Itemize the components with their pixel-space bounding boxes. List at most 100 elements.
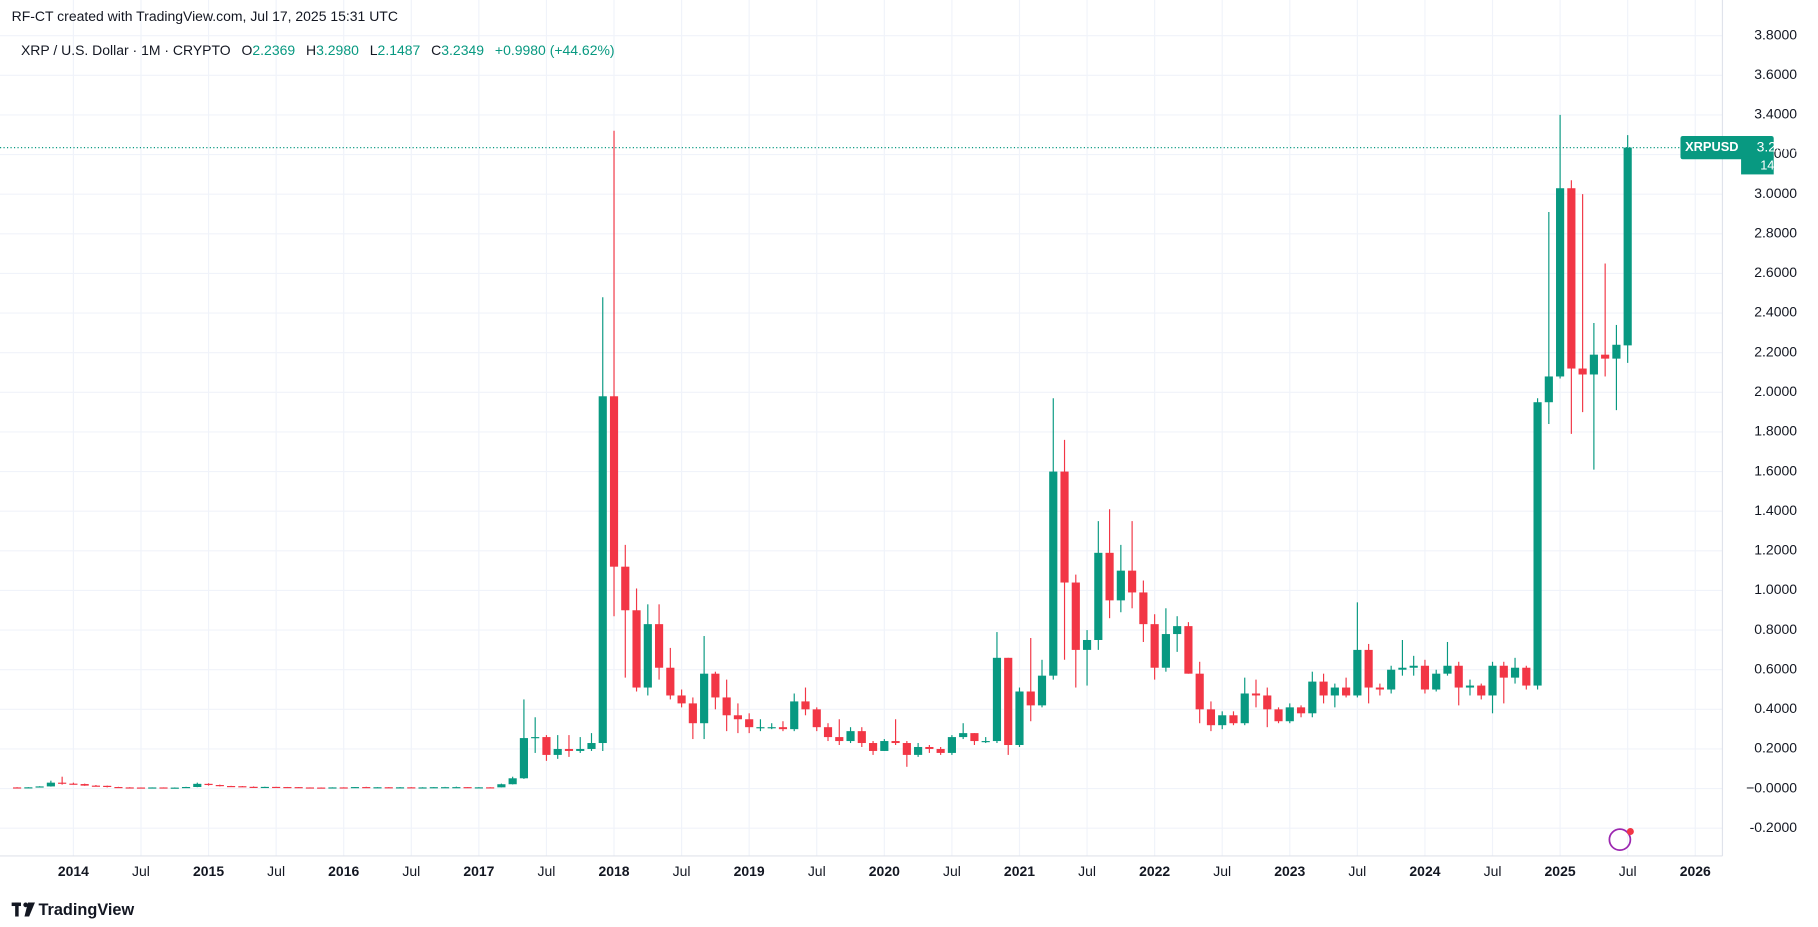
legend-high: 3.2980 bbox=[316, 42, 359, 58]
candle-body bbox=[767, 727, 776, 729]
candle-body bbox=[992, 657, 1002, 742]
candle-body bbox=[238, 786, 247, 788]
candle-body bbox=[350, 787, 360, 789]
candle-body bbox=[1533, 402, 1542, 686]
candle-body bbox=[576, 748, 585, 751]
candle-body bbox=[215, 785, 224, 787]
candle-body bbox=[1567, 188, 1576, 369]
icon-ring[interactable] bbox=[1608, 828, 1632, 852]
candle-body bbox=[1229, 715, 1238, 724]
legend: XRP / U.S. Dollar · 1M · CRYPTO O2.2369 … bbox=[21, 42, 615, 58]
candle-body bbox=[1342, 687, 1351, 696]
candle-body bbox=[452, 787, 461, 789]
y-tick-label: 3.6000 bbox=[1754, 66, 1797, 82]
legend-close: 3.2349 bbox=[441, 42, 484, 58]
candle-body bbox=[564, 748, 574, 751]
candle-body bbox=[553, 748, 562, 755]
candle-body bbox=[1139, 592, 1148, 625]
candle-body bbox=[1263, 695, 1272, 710]
price-label-box bbox=[1680, 135, 1774, 160]
candle-body bbox=[69, 783, 78, 785]
candle-body bbox=[632, 610, 641, 688]
candle-body bbox=[362, 787, 371, 789]
x-tick-label: 2022 bbox=[1139, 863, 1170, 879]
candle-body bbox=[272, 786, 281, 789]
candle-body bbox=[384, 787, 393, 789]
y-tick-label: 3.8000 bbox=[1754, 26, 1797, 42]
candle-body bbox=[1308, 681, 1317, 714]
candle-body bbox=[733, 715, 742, 720]
legend-label: H bbox=[306, 42, 316, 58]
candles bbox=[0, 114, 1723, 789]
candle-body bbox=[1173, 626, 1182, 635]
y-tick-label: 2.8000 bbox=[1754, 224, 1797, 240]
candle-body bbox=[1353, 649, 1362, 696]
candle-body bbox=[103, 785, 112, 788]
candle-body bbox=[959, 733, 968, 738]
candle-body bbox=[519, 738, 528, 779]
candle-body bbox=[1330, 687, 1339, 696]
candle-body bbox=[1364, 649, 1373, 688]
candle-body bbox=[1612, 344, 1621, 359]
candle-body bbox=[700, 673, 709, 724]
candle-body bbox=[722, 697, 731, 716]
candle-body bbox=[936, 748, 945, 753]
candle-body bbox=[1522, 667, 1531, 686]
icon-dot[interactable] bbox=[1626, 828, 1634, 835]
x-tick-label: 2016 bbox=[328, 863, 359, 879]
candle-body bbox=[1387, 669, 1396, 690]
candle-body bbox=[114, 787, 123, 789]
candle-body bbox=[13, 787, 22, 789]
x-tick-label: Jul bbox=[538, 863, 556, 879]
candle-body bbox=[193, 783, 202, 788]
candle-body bbox=[902, 743, 911, 755]
legend-label: C bbox=[431, 42, 441, 58]
candle-body bbox=[148, 787, 157, 789]
x-tick-label: 2015 bbox=[193, 863, 224, 879]
countdown-box bbox=[1741, 156, 1774, 175]
legend-low: 2.1487 bbox=[378, 42, 421, 58]
candle-body bbox=[1071, 582, 1080, 650]
x-tick-label: 2021 bbox=[1004, 863, 1035, 879]
candle-body bbox=[1037, 675, 1047, 706]
candle-body bbox=[542, 737, 551, 755]
candle-body bbox=[677, 695, 686, 704]
y-tick-label: 3.4000 bbox=[1754, 106, 1797, 122]
candle-body bbox=[249, 786, 258, 788]
candle-body bbox=[1116, 570, 1125, 601]
candle-body bbox=[46, 782, 55, 787]
candle-body bbox=[598, 396, 607, 744]
logo-mark bbox=[15, 902, 19, 917]
candle-body bbox=[1477, 685, 1486, 696]
candle-body bbox=[1319, 681, 1328, 696]
assistant-icon[interactable] bbox=[1608, 828, 1634, 852]
candle-body bbox=[857, 731, 866, 744]
candle-body bbox=[429, 787, 438, 789]
x-tick-label: Jul bbox=[1078, 863, 1096, 879]
candle-body bbox=[395, 787, 405, 789]
candle-body bbox=[260, 786, 269, 789]
candle-body bbox=[1623, 147, 1632, 346]
candle-body bbox=[846, 731, 855, 742]
candle-body bbox=[497, 784, 506, 788]
legend-change: +0.9980 (+44.62%) bbox=[495, 42, 615, 58]
x-tick-label: 2025 bbox=[1545, 863, 1576, 879]
candle-body bbox=[1049, 471, 1058, 676]
logo-mark bbox=[23, 902, 28, 908]
price-label-countdown: 14d 9h bbox=[1760, 158, 1799, 173]
candle-body bbox=[835, 737, 844, 742]
candle-body bbox=[891, 741, 900, 744]
candle-body bbox=[812, 709, 821, 728]
y-tick-label: 1.6000 bbox=[1754, 462, 1797, 478]
candle-body bbox=[823, 727, 833, 738]
candle-body bbox=[801, 701, 810, 710]
candle-body bbox=[125, 787, 134, 789]
candle-body bbox=[1251, 693, 1261, 696]
logo: TradingView bbox=[11, 901, 135, 919]
candle-body bbox=[970, 733, 979, 742]
legend-label: O bbox=[242, 42, 253, 58]
candle-body bbox=[1578, 368, 1587, 375]
candle-body bbox=[159, 787, 168, 789]
header: RF-CT created with TradingView.com, Jul … bbox=[12, 8, 398, 24]
candle-body bbox=[1544, 376, 1553, 403]
